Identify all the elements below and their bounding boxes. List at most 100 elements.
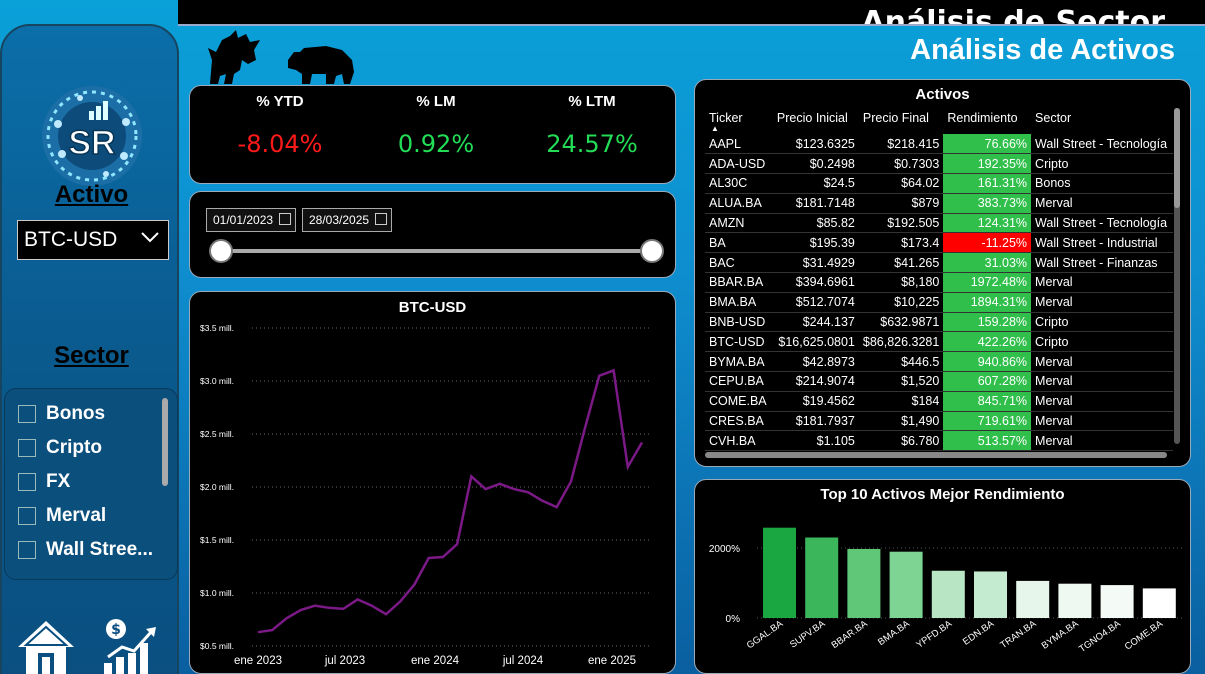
home-icon[interactable]: [16, 616, 76, 674]
kpi-label: % LTM: [568, 93, 616, 110]
ticker-cell: BA: [705, 232, 773, 254]
kpi-value: 24.57%: [546, 130, 638, 158]
date-slider-start-handle[interactable]: [209, 239, 233, 263]
scrollbar-thumb[interactable]: [1174, 108, 1180, 208]
activo-dropdown[interactable]: BTC-USD: [17, 220, 169, 260]
bear-icon: [288, 46, 354, 84]
table-row[interactable]: BMA.BA $512.7074 $10,225 1894.31% Merval: [705, 292, 1173, 313]
ticker-cell: BAC: [705, 252, 773, 274]
logo-text: SR: [68, 124, 115, 162]
bar[interactable]: [1016, 580, 1050, 618]
start-date-input[interactable]: 01/01/2023: [206, 208, 296, 232]
precio-final-cell: $64.02: [858, 173, 944, 194]
bar[interactable]: [931, 570, 965, 618]
calendar-icon[interactable]: [279, 213, 291, 225]
table-row[interactable]: ALUA.BA $181.7148 $879 383.73% Merval: [705, 193, 1173, 214]
ticker-cell: BTC-USD: [705, 331, 773, 353]
finance-growth-icon[interactable]: $: [100, 616, 160, 674]
rendimiento-cell: 422.26%: [943, 331, 1032, 353]
rendimiento-cell: 192.35%: [943, 153, 1032, 175]
checkbox[interactable]: [18, 439, 36, 457]
calendar-icon[interactable]: [375, 213, 387, 225]
table-row[interactable]: AL30C $24.5 $64.02 161.31% Bonos: [705, 173, 1173, 194]
table-horizontal-scrollbar[interactable]: [705, 452, 1167, 458]
sector-item-fx[interactable]: FX: [18, 471, 70, 493]
kpi-value: -8.04%: [237, 130, 323, 158]
ticker-cell: BNB-USD: [705, 312, 773, 333]
sector-cell: Cripto: [1031, 312, 1173, 333]
rendimiento-cell: 940.86%: [943, 351, 1032, 373]
rendimiento-cell: 719.61%: [943, 411, 1032, 432]
kpi-ytd: % YTD -8.04%: [200, 86, 360, 158]
table-row[interactable]: AMZN $85.82 $192.505 124.31% Wall Street - T…: [705, 213, 1173, 234]
table-row[interactable]: BAC $31.4929 $41.265 31.03% Wall Street - Fi…: [705, 252, 1173, 274]
table-row[interactable]: BBAR.BA $394.6961 $8,180 1972.48% Merval: [705, 272, 1173, 293]
checkbox[interactable]: [18, 507, 36, 525]
checkbox[interactable]: [18, 405, 36, 423]
table-row[interactable]: BTC-USD $16,625.0801 $86,826.3281 422.26% Cr…: [705, 331, 1173, 353]
table-row[interactable]: BNB-USD $244.137 $632.9871 159.28% Cripto: [705, 312, 1173, 333]
bar[interactable]: [805, 537, 839, 619]
x-category-label: BBAR.BA: [830, 618, 871, 651]
precio-final-cell: $879: [858, 193, 944, 214]
date-slider-end-handle[interactable]: [640, 239, 664, 263]
checkbox[interactable]: [18, 541, 36, 559]
bar[interactable]: [847, 548, 881, 618]
x-tick-label: ene 2025: [588, 655, 636, 667]
sector-item-label: Cripto: [46, 437, 102, 458]
precio-final-cell: $218.415: [858, 134, 944, 155]
precio-inicial-cell: $394.6961: [772, 272, 859, 293]
table-row[interactable]: CRES.BA $181.7937 $1,490 719.61% Merval: [705, 411, 1173, 432]
bar[interactable]: [1058, 583, 1092, 618]
table-vertical-scrollbar[interactable]: [1174, 108, 1180, 444]
table-row[interactable]: BA $195.39 $173.4 -11.25% Wall Street - Indu…: [705, 232, 1173, 254]
bar[interactable]: [763, 527, 796, 618]
precio-inicial-cell: $195.39: [772, 232, 859, 254]
rendimiento-cell: 31.03%: [943, 252, 1032, 274]
column-header-ticker[interactable]: Ticker ▲: [705, 107, 773, 134]
table-row[interactable]: CEPU.BA $214.9074 $1,520 607.28% Merval: [705, 371, 1173, 392]
kpi-label: % YTD: [256, 93, 304, 110]
column-header-rendimiento[interactable]: Rendimiento: [947, 111, 1018, 125]
ticker-cell: COME.BA: [705, 391, 773, 412]
y-tick-label: 2000%: [709, 544, 740, 555]
sector-cell: Merval: [1031, 292, 1173, 313]
table-row[interactable]: CVH.BA $1.105 $6.780 513.57% Merval: [705, 430, 1173, 451]
sector-cell: Merval: [1031, 193, 1173, 214]
rendimiento-cell: 845.71%: [943, 391, 1032, 412]
bar-chart-title: Top 10 Activos Mejor Rendimiento: [820, 486, 1065, 503]
bar[interactable]: [1100, 585, 1134, 618]
date-slider-track[interactable]: [220, 249, 650, 253]
sector-item-bonos[interactable]: Bonos: [18, 403, 105, 425]
bar[interactable]: [1142, 588, 1176, 618]
sector-cell: Bonos: [1031, 173, 1173, 194]
checkbox[interactable]: [18, 473, 36, 491]
sector-scrollbar[interactable]: [162, 398, 168, 486]
x-tick-label: jul 2023: [324, 655, 365, 667]
table-row[interactable]: BYMA.BA $42.8973 $446.5 940.86% Merval: [705, 351, 1173, 373]
end-date-input[interactable]: 28/03/2025: [302, 208, 392, 232]
precio-inicial-cell: $181.7148: [772, 193, 859, 214]
column-header-precio-final[interactable]: Precio Final: [862, 111, 929, 125]
x-tick-label: ene 2024: [411, 655, 460, 667]
sector-cell: Cripto: [1031, 153, 1173, 175]
precio-final-cell: $0.7303: [858, 153, 944, 175]
sector-item-cripto[interactable]: Cripto: [18, 437, 102, 459]
precio-final-cell: $6.780: [858, 430, 944, 451]
ticker-cell: AAPL: [705, 134, 773, 155]
precio-inicial-cell: $181.7937: [772, 411, 859, 432]
table-row[interactable]: AAPL $123.6325 $218.415 76.66% Wall Street -…: [705, 134, 1173, 155]
x-category-label: TGNO4.BA: [1077, 618, 1123, 655]
column-header-sector[interactable]: Sector: [1035, 111, 1072, 125]
y-tick-label: $1.0 mill.: [200, 588, 234, 598]
table-row[interactable]: ADA-USD $0.2498 $0.7303 192.35% Cripto: [705, 153, 1173, 175]
precio-final-cell: $8,180: [858, 272, 944, 293]
bar[interactable]: [889, 551, 923, 618]
sector-item-merval[interactable]: Merval: [18, 505, 106, 527]
x-category-label: EDN.BA: [961, 618, 997, 648]
table-row[interactable]: COME.BA $19.4562 $184 845.71% Merval: [705, 391, 1173, 412]
column-header-precio-inicial[interactable]: Precio Inicial: [776, 111, 848, 125]
bar[interactable]: [974, 571, 1007, 618]
rendimiento-cell: 607.28%: [943, 371, 1032, 392]
sector-item-wall-street[interactable]: Wall Stree...: [18, 539, 153, 561]
